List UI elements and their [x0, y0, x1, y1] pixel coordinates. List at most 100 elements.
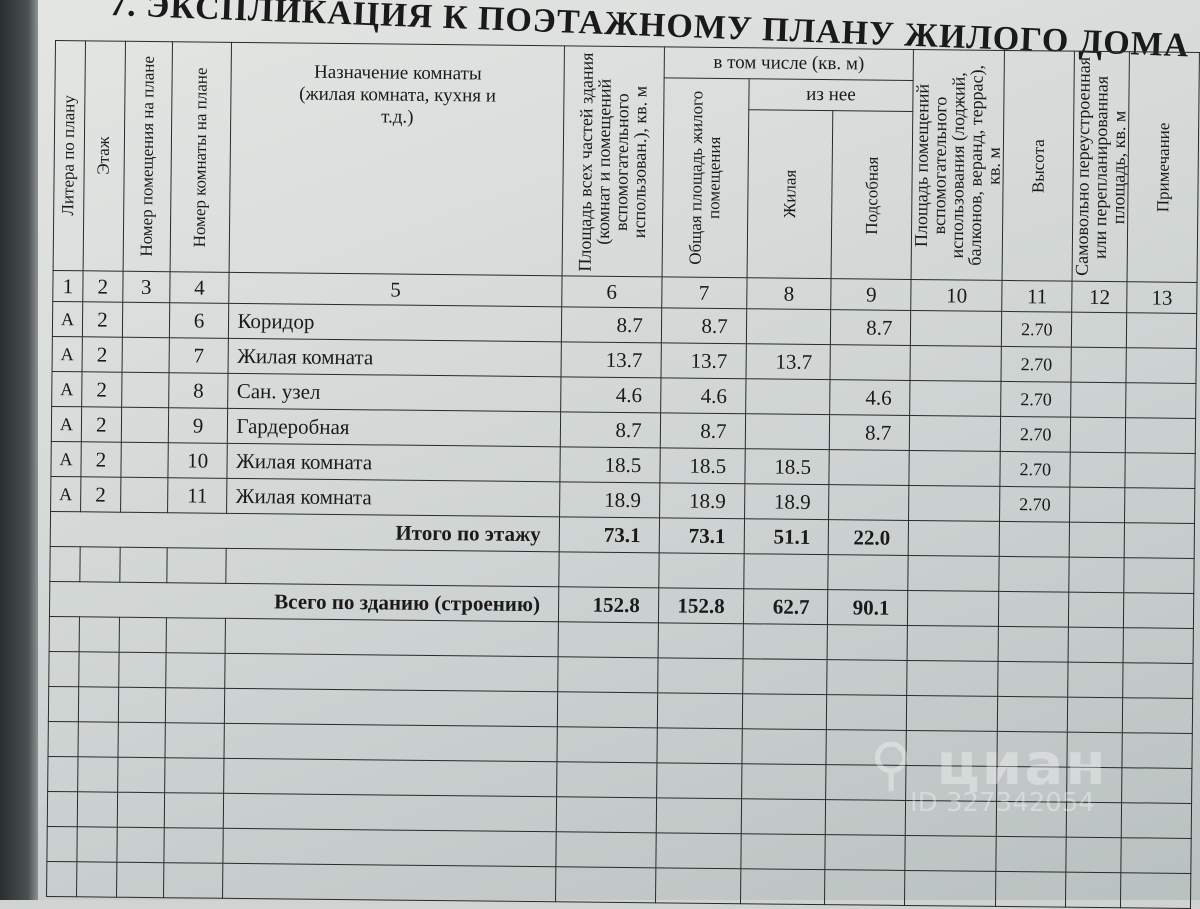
litera-cell: А — [52, 301, 83, 337]
floor-cell: 2 — [80, 476, 121, 513]
living-area-cell: 13.7 — [745, 343, 831, 380]
cell — [740, 833, 826, 870]
room-name-cell: Жилая комната — [228, 338, 562, 377]
header-height: Высота — [1002, 50, 1075, 282]
aux-area-cell — [830, 344, 911, 381]
cell — [655, 832, 741, 869]
height-cell: 2.70 — [1000, 416, 1071, 453]
height-cell: 2.70 — [1000, 451, 1071, 488]
cell — [742, 623, 828, 660]
cell — [741, 763, 827, 800]
cell — [1124, 522, 1195, 559]
column-number: 4 — [169, 271, 230, 304]
cell — [117, 792, 165, 828]
cian-logo: ⚲ циан — [870, 730, 1108, 798]
column-number: 3 — [122, 271, 170, 303]
cell — [825, 834, 906, 871]
premise-cell — [121, 372, 169, 408]
litera-cell: А — [50, 441, 82, 477]
cell — [1065, 872, 1121, 908]
cell — [908, 520, 1000, 557]
cell — [118, 652, 166, 688]
cell — [76, 861, 117, 898]
aux-use-cell — [908, 485, 1001, 522]
height-cell: 2.70 — [1001, 346, 1072, 383]
cell — [1068, 592, 1124, 628]
general-area-cell: 8.7 — [660, 412, 746, 449]
cell — [999, 521, 1070, 558]
cell — [826, 694, 908, 731]
total-area-cell: 13.7 — [560, 341, 662, 378]
cell — [1069, 522, 1125, 558]
cell — [47, 791, 78, 827]
cell — [656, 727, 742, 764]
litera-cell: А — [52, 336, 83, 372]
general-area-cell: 13.7 — [660, 342, 746, 379]
general-area-cell: 18.5 — [659, 447, 745, 484]
cell — [995, 871, 1066, 908]
document-page — [38, 0, 1200, 900]
cell — [906, 695, 999, 732]
cell — [223, 793, 557, 832]
living-area-cell — [745, 308, 832, 345]
cell — [163, 792, 225, 829]
total-total-cell: 152.8 — [558, 586, 659, 623]
cell — [1123, 627, 1194, 664]
cell — [998, 626, 1069, 663]
room-name-cell: Сан. узел — [228, 373, 561, 412]
cell — [164, 722, 225, 759]
cell — [557, 691, 658, 728]
premise-cell — [120, 442, 168, 478]
aux-use-cell — [909, 450, 1001, 487]
cell — [1126, 347, 1197, 384]
column-number: 10 — [911, 279, 1003, 312]
column-number: 12 — [1071, 281, 1128, 313]
cell — [222, 863, 556, 902]
cell — [119, 547, 167, 583]
cell — [1125, 452, 1196, 489]
cell — [78, 651, 119, 688]
header-note: Примечание — [1127, 51, 1200, 283]
cell — [164, 757, 225, 794]
cell — [555, 831, 656, 868]
header-unauthorized-area: Самовольно переустроенная или перепланир… — [1072, 51, 1130, 282]
cell — [77, 791, 118, 828]
room-number-cell: 8 — [168, 372, 229, 409]
cell — [117, 722, 166, 758]
cell — [556, 796, 657, 833]
cell — [225, 653, 558, 692]
cell — [655, 867, 741, 904]
room-name-cell: Коридор — [228, 303, 562, 342]
cell — [742, 658, 828, 695]
watermark: ⚲ циан ID 327342054 — [870, 730, 1108, 818]
cell — [165, 617, 226, 654]
header-auxiliary: Подсобная — [831, 110, 914, 280]
cell — [1068, 557, 1125, 593]
column-number: 9 — [831, 278, 912, 311]
aux-use-cell — [909, 380, 1002, 417]
cell — [224, 758, 557, 797]
cell — [1122, 697, 1193, 734]
floor-cell: 2 — [82, 301, 123, 338]
general-total-cell: 73.1 — [658, 517, 745, 554]
aux-area-cell: 8.7 — [829, 414, 910, 451]
cell — [49, 616, 80, 652]
header-premise-number: Номер помещения на плане — [122, 41, 173, 272]
living-area-cell — [744, 413, 831, 450]
cell — [999, 556, 1070, 593]
cell — [226, 548, 560, 587]
cell — [655, 797, 742, 834]
cell — [77, 721, 119, 758]
aux-use-cell — [910, 345, 1002, 382]
cell — [79, 616, 120, 653]
aux-area-cell: 8.7 — [830, 309, 912, 346]
cell — [741, 728, 827, 765]
total-area-cell: 4.6 — [560, 376, 661, 413]
aux-use-cell — [910, 310, 1003, 347]
cell — [79, 546, 121, 583]
cell — [46, 826, 78, 862]
column-number: 1 — [52, 270, 84, 302]
cell — [657, 622, 744, 659]
cell — [827, 624, 908, 661]
litera-cell: А — [50, 476, 81, 512]
